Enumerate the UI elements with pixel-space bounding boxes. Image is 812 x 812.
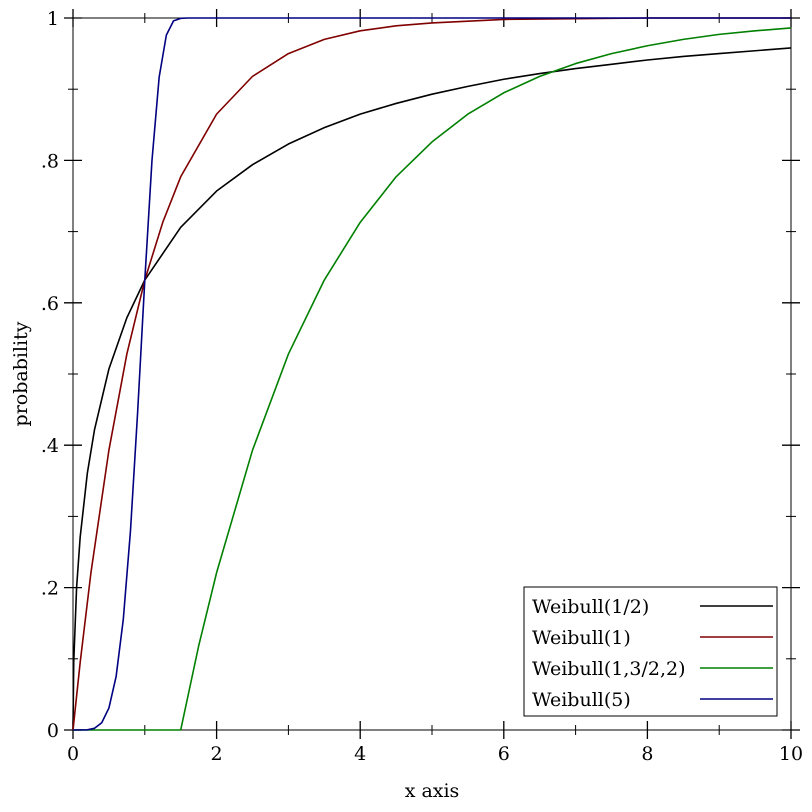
- series-line-weibull-5: [72, 17, 791, 731]
- x-tick-label: 6: [498, 743, 510, 765]
- series-layer: [72, 17, 792, 731]
- series-line-weibull-1-2: [72, 47, 792, 731]
- legend-label-weibull-1: Weibull(1): [532, 627, 631, 649]
- legend-label-weibull-1-2: Weibull(1/2): [532, 596, 649, 618]
- x-axis-label: x axis: [405, 780, 460, 802]
- x-tick-label: 0: [67, 743, 79, 765]
- x-tick-label: 2: [211, 743, 223, 765]
- y-tick-label: 1: [47, 8, 59, 30]
- y-tick-label: 0: [47, 720, 59, 742]
- legend-label-weibull-5: Weibull(5): [532, 689, 631, 711]
- x-tick-label: 10: [779, 743, 803, 765]
- legend: Weibull(1/2) Weibull(1) Weibull(1,3/2,2) We…: [523, 586, 778, 717]
- y-tick-label: .4: [41, 435, 59, 457]
- series-line-weibull-1-3-2-2: [73, 27, 792, 731]
- axis-ticks: 0 2 4 6 8 10 0 .2 .4 .6 .8 1: [41, 8, 803, 765]
- series-line-weibull-1: [72, 17, 791, 731]
- legend-entries: Weibull(1/2) Weibull(1) Weibull(1,3/2,2) We…: [532, 596, 773, 711]
- x-tick-label: 8: [641, 743, 653, 765]
- x-tick-label: 4: [354, 743, 366, 765]
- y-axis-label: probability: [10, 321, 32, 426]
- legend-box: [523, 586, 778, 717]
- y-tick-label: .2: [41, 578, 59, 600]
- y-tick-label: .8: [41, 150, 59, 172]
- y-tick-label: .6: [41, 293, 59, 315]
- legend-label-weibull-1-3-2-2: Weibull(1,3/2,2): [532, 658, 686, 680]
